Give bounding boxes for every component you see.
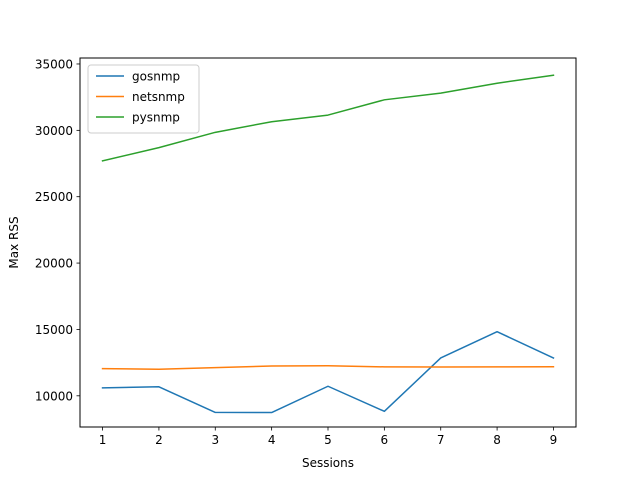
legend: gosnmp netsnmp pysnmp (87, 64, 200, 134)
y-axis-label: Max RSS (7, 216, 21, 268)
y-axis: 10000 15000 20000 25000 30000 35000 (35, 57, 80, 403)
legend-label-netsnmp: netsnmp (132, 90, 185, 104)
legend-label-pysnmp: pysnmp (132, 111, 180, 125)
series-line-netsnmp (101, 365, 555, 371)
x-axis: 1 2 3 4 5 6 7 8 9 (99, 427, 558, 447)
x-tick-label: 2 (155, 433, 163, 447)
x-tick-label: 1 (99, 433, 107, 447)
x-tick-label: 3 (211, 433, 219, 447)
y-tick-label: 25000 (35, 190, 73, 204)
x-axis-label: Sessions (302, 456, 354, 470)
y-tick-label: 30000 (35, 124, 73, 138)
y-tick-label: 10000 (35, 389, 73, 403)
plot-lines (101, 74, 555, 414)
series-line-gosnmp (101, 330, 555, 414)
x-tick-label: 6 (381, 433, 389, 447)
x-tick-label: 7 (437, 433, 445, 447)
series-line-pysnmp (101, 74, 555, 162)
x-tick-label: 5 (324, 433, 332, 447)
x-tick-label: 9 (550, 433, 558, 447)
legend-box (87, 64, 200, 134)
legend-label-gosnmp: gosnmp (132, 70, 180, 84)
x-tick-label: 8 (493, 433, 501, 447)
y-tick-label: 15000 (35, 323, 73, 337)
y-tick-label: 20000 (35, 257, 73, 271)
x-tick-label: 4 (268, 433, 276, 447)
y-tick-label: 35000 (35, 57, 73, 71)
